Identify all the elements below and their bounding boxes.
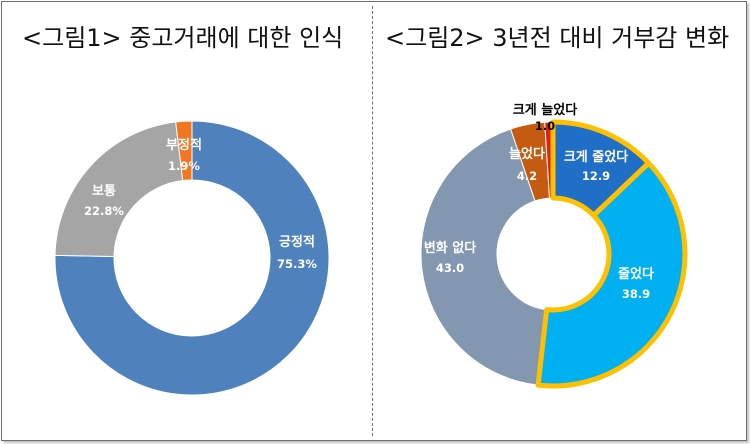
chart2-title: <그림2> 3년전 대비 거부감 변화 [385, 24, 730, 52]
chart1-slice-label: 부정적 [166, 137, 202, 153]
chart2-highlight-outline-1 [535, 160, 688, 389]
chart2-slice-label: 늘었다 [509, 146, 545, 162]
chart2-slice-value: 43.0 [436, 261, 464, 275]
chart1-title: <그림1> 중고거래에 대한 인식 [22, 24, 344, 52]
chart2-slice-label: 변화 없다 [424, 240, 476, 256]
chart2-slice-value: 4.2 [517, 169, 537, 183]
chart2-slice-value: 1.0 [535, 119, 555, 133]
chart1-slice-label: 긍정적 [279, 234, 315, 250]
chart2-slice-2 [420, 128, 548, 386]
donut-chart-1: 긍정적 75.3% 보통 22.8% 부정적 1.9% [54, 120, 330, 396]
chart1-slice-1 [54, 121, 184, 258]
donut-chart-2: 크게 줄었다 12.9 줄었다 38.9 변화 없다 43.0 늘었다 4.2 크게 늘었다1.… [420, 102, 688, 389]
chart1-slice-value: 22.8% [84, 204, 124, 218]
chart1-slice-0 [54, 120, 330, 396]
chart1-slice-value: 75.3% [277, 257, 317, 271]
chart1-slice-2 [175, 120, 193, 182]
chart2-slice-value: 38.9 [622, 287, 650, 301]
chart2-slice-value: 12.9 [582, 169, 610, 183]
figure-divider [372, 6, 373, 436]
chart2-slice-label: 크게 줄었다 [564, 149, 628, 165]
chart2-slice-label: 크게 늘었다 [513, 102, 577, 118]
chart1-slice-label: 보통 [92, 184, 116, 199]
chart1-slice-value: 1.9% [168, 159, 200, 173]
chart2-slice-label: 줄었다 [618, 266, 654, 282]
